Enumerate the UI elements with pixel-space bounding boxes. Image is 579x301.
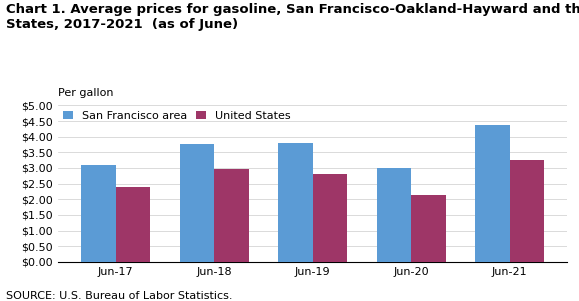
Bar xyxy=(81,165,116,262)
Bar xyxy=(411,195,446,262)
Bar xyxy=(475,125,510,262)
Text: Chart 1. Average prices for gasoline, San Francisco-Oakland-Hayward and the Unit: Chart 1. Average prices for gasoline, Sa… xyxy=(6,3,579,31)
Bar xyxy=(116,187,150,262)
Bar xyxy=(313,174,347,262)
Text: SOURCE: U.S. Bureau of Labor Statistics.: SOURCE: U.S. Bureau of Labor Statistics. xyxy=(6,291,232,301)
Bar xyxy=(214,169,248,262)
Bar xyxy=(179,144,214,262)
Bar xyxy=(278,143,313,262)
Bar xyxy=(510,160,544,262)
Bar xyxy=(377,168,411,262)
Text: Per gallon: Per gallon xyxy=(58,88,113,98)
Legend: San Francisco area, United States: San Francisco area, United States xyxy=(64,111,291,121)
